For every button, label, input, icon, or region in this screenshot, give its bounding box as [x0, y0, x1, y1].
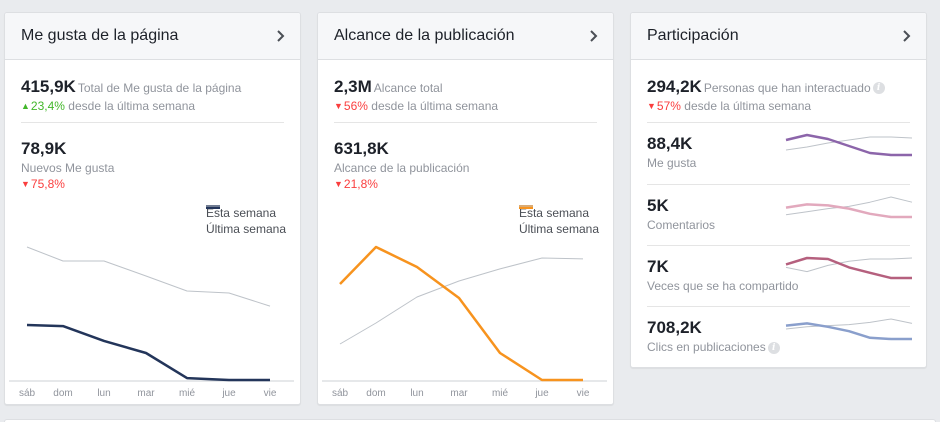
sparkline-last-week	[785, 318, 913, 330]
legend-swatch	[205, 205, 220, 209]
likes-label: Me gusta	[647, 156, 697, 170]
series-last-week	[26, 246, 271, 307]
post-reach-value: 631,8K	[334, 139, 389, 158]
engagement-row-comments: 5K Comentarios	[647, 184, 913, 245]
new-likes-value: 78,9K	[21, 139, 67, 158]
x-tick-label: dom	[366, 388, 385, 399]
people-engaged-value: 294,2K	[647, 77, 702, 96]
sparkline-this-week	[785, 133, 912, 157]
sparkline	[785, 256, 913, 280]
legend-item-last-week: Última semana	[518, 205, 599, 237]
info-icon[interactable]: i	[767, 341, 780, 354]
engagement-header[interactable]: Participación	[631, 13, 926, 60]
x-tick-label: vie	[264, 388, 277, 399]
series-this-week	[339, 245, 583, 382]
card-title: Participación	[647, 27, 739, 44]
sparkline-last-week	[785, 196, 913, 216]
engagement-card: Participación 294,2K Personas que han int…	[630, 12, 927, 368]
line-chart-svg: sáb dom lun mar mié jue vie	[9, 246, 294, 399]
legend-item-this-week: Esta semana	[518, 205, 590, 220]
x-tick-label: dom	[53, 388, 72, 399]
sparkline	[785, 318, 913, 341]
triangle-down-icon: ▼	[334, 179, 343, 189]
sparkline-last-week	[785, 257, 913, 273]
x-tick-label: jue	[534, 388, 549, 399]
chart-legend: Esta semana Última semana	[518, 205, 599, 237]
page-likes-chart: sáb dom lun mar mié jue vie Esta semana Última…	[5, 199, 300, 404]
delta-suffix: desde la última semana	[684, 99, 812, 113]
x-tick-label: lun	[97, 388, 110, 399]
post-reach-label: Alcance de la publicación	[334, 161, 470, 175]
engagement-row-likes: 88,4K Me gusta	[647, 123, 913, 184]
post-reach-chart: sáb dom lun mar mié jue vie Esta semana Última…	[318, 199, 613, 404]
sparkline-last-week	[785, 136, 913, 151]
total-reach-label: Alcance total	[373, 81, 443, 95]
chart-legend: Esta semana Última semana	[205, 205, 286, 237]
delta-change: ▼57%	[647, 99, 681, 113]
clicks-label: Clics en publicaciones	[647, 340, 766, 354]
card-title: Me gusta de la página	[21, 27, 179, 44]
clicks-value: 708,2K	[647, 318, 702, 337]
x-tick-label: vie	[577, 388, 590, 399]
comments-value: 5K	[647, 196, 669, 215]
x-tick-label: sáb	[19, 388, 36, 399]
delta-change: ▼56%	[334, 99, 368, 113]
legend-swatch	[518, 205, 533, 209]
engagement-row-shares: 7K Veces que se ha compartido	[647, 245, 913, 306]
line-chart-svg: sáb dom lun mar mié jue vie	[322, 245, 607, 399]
new-likes-label: Nuevos Me gusta	[21, 161, 115, 175]
sparkline	[785, 133, 913, 157]
triangle-up-icon: ▲	[21, 101, 30, 111]
shares-value: 7K	[647, 257, 669, 276]
triangle-down-icon: ▼	[647, 101, 656, 111]
x-tick-label: mié	[492, 388, 509, 399]
page-likes-header[interactable]: Me gusta de la página	[5, 13, 300, 60]
summary-section: 415,9K Total de Me gusta de la página ▲23…	[21, 60, 284, 123]
comments-label: Comentarios	[647, 218, 716, 232]
x-tick-label: mar	[450, 388, 468, 399]
legend-item-this-week: Esta semana	[205, 205, 277, 220]
total-label: Total de Me gusta de la página	[77, 81, 242, 95]
card-title: Alcance de la publicación	[334, 27, 515, 44]
post-reach-card: Alcance de la publicación 2,3M Alcance to…	[317, 12, 614, 405]
x-tick-label: jue	[221, 388, 236, 399]
delta-suffix: desde la última semana	[371, 99, 499, 113]
total-reach-value: 2,3M	[334, 77, 372, 96]
chevron-right-icon[interactable]	[276, 29, 286, 43]
post-reach-header[interactable]: Alcance de la publicación	[318, 13, 613, 60]
page-likes-card: Me gusta de la página 415,9K Total de Me …	[4, 12, 301, 405]
total-value: 415,9K	[21, 77, 76, 96]
chevron-right-icon[interactable]	[589, 29, 599, 43]
x-tick-label: sáb	[332, 388, 349, 399]
sparkline-this-week	[785, 256, 912, 280]
sparkline-this-week	[785, 203, 912, 219]
chevron-right-icon[interactable]	[902, 29, 912, 43]
sparkline-this-week	[785, 322, 912, 341]
triangle-down-icon: ▼	[21, 179, 30, 189]
secondary-section: 631,8K Alcance de la publicación ▼21,8%	[334, 123, 597, 191]
x-tick-label: mar	[137, 388, 155, 399]
legend-item-last-week: Última semana	[205, 205, 286, 237]
secondary-section: 78,9K Nuevos Me gusta ▼75,8%	[21, 123, 284, 191]
series-this-week	[26, 323, 270, 382]
x-tick-label: mié	[179, 388, 196, 399]
delta-change: ▲23,4%	[21, 99, 65, 113]
summary-section: 294,2K Personas que han interactuado i ▼57…	[647, 60, 910, 123]
new-likes-delta: 75,8%	[30, 177, 65, 191]
info-icon[interactable]: i	[872, 81, 885, 94]
x-tick-label: lun	[410, 388, 423, 399]
shares-label: Veces que se ha compartido	[647, 279, 799, 293]
people-engaged-label: Personas que han interactuado	[703, 81, 871, 95]
triangle-down-icon: ▼	[334, 101, 343, 111]
legend-swatch	[205, 205, 220, 207]
summary-section: 2,3M Alcance total ▼56% desde la última s…	[334, 60, 597, 123]
sparkline	[785, 196, 913, 219]
delta-suffix: desde la última semana	[68, 99, 196, 113]
legend-swatch	[518, 205, 533, 207]
likes-value: 88,4K	[647, 134, 693, 153]
post-reach-delta: 21,8%	[343, 177, 378, 191]
next-card	[4, 419, 936, 422]
engagement-row-clicks: 708,2K Clics en publicaciones i	[647, 306, 913, 367]
